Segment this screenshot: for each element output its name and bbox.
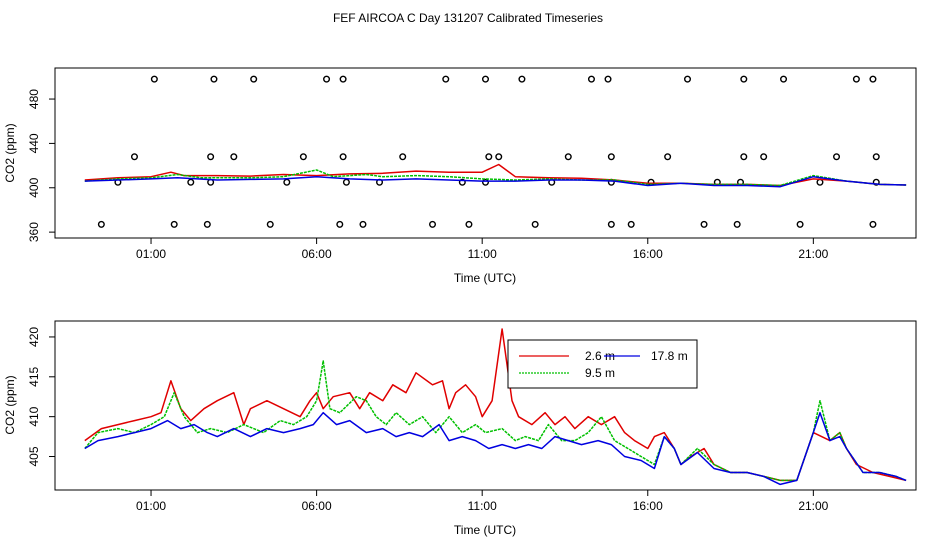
top-marker-point bbox=[740, 75, 748, 83]
bottom-x-tick-label: 21:00 bbox=[798, 499, 828, 513]
top-marker-point bbox=[684, 75, 692, 83]
bottom-y-tick-label: 415 bbox=[27, 366, 41, 386]
top-marker-point bbox=[283, 178, 291, 186]
top-y-ticks: 360 400 440 480 bbox=[27, 89, 55, 242]
top-marker-point bbox=[130, 153, 138, 161]
top-plot-frame bbox=[54, 67, 917, 239]
top-marker-point bbox=[203, 220, 211, 228]
bottom-x-axis-label: Time (UTC) bbox=[454, 523, 516, 537]
top-marker-point bbox=[760, 153, 768, 161]
bottom-series-lines bbox=[84, 328, 907, 486]
top-marker-point bbox=[339, 75, 347, 83]
top-marker-point bbox=[531, 220, 539, 228]
top-marker-point bbox=[627, 220, 635, 228]
top-marker-point bbox=[587, 75, 595, 83]
top-marker-point bbox=[482, 75, 490, 83]
top-x-ticks: 01:00 06:00 11:00 16:00 21:00 bbox=[136, 238, 829, 261]
legend: 2.6 m 9.5 m 17.8 m bbox=[507, 339, 698, 389]
top-marker-point bbox=[342, 178, 350, 186]
bottom-y-tick-label: 405 bbox=[27, 446, 41, 466]
top-marker-point bbox=[780, 75, 788, 83]
top-x-tick-label: 16:00 bbox=[633, 247, 663, 261]
bottom-y-axis-label: CO2 (ppm) bbox=[3, 375, 17, 434]
bottom-y-tick-label: 410 bbox=[27, 406, 41, 426]
top-marker-point bbox=[336, 220, 344, 228]
top-marker-point bbox=[872, 178, 880, 186]
top-marker-point bbox=[740, 153, 748, 161]
top-marker-point bbox=[485, 153, 493, 161]
legend-box bbox=[507, 339, 698, 389]
top-marker-point bbox=[607, 153, 615, 161]
top-y-axis-label: CO2 (ppm) bbox=[3, 123, 17, 182]
bottom-x-tick-label: 01:00 bbox=[136, 499, 166, 513]
top-marker-point bbox=[266, 220, 274, 228]
bottom-y-ticks: 405 410 415 420 bbox=[27, 327, 55, 467]
top-marker-point bbox=[796, 220, 804, 228]
top-x-tick-label: 21:00 bbox=[798, 247, 828, 261]
top-marker-point bbox=[150, 75, 158, 83]
top-marker-points bbox=[97, 75, 880, 228]
top-x-tick-label: 11:00 bbox=[468, 247, 497, 261]
bottom-series-line-17-8-m bbox=[84, 411, 907, 486]
top-x-tick-label: 06:00 bbox=[302, 247, 332, 261]
top-marker-point bbox=[700, 220, 708, 228]
top-marker-point bbox=[733, 220, 741, 228]
top-marker-point bbox=[230, 153, 238, 161]
top-marker-point bbox=[339, 153, 347, 161]
top-marker-point bbox=[323, 75, 331, 83]
top-marker-point bbox=[207, 153, 215, 161]
legend-label-2-6m: 2.6 m bbox=[585, 349, 615, 363]
top-marker-point bbox=[170, 220, 178, 228]
top-marker-point bbox=[495, 153, 503, 161]
top-marker-point bbox=[604, 75, 612, 83]
top-marker-point bbox=[564, 153, 572, 161]
top-marker-point bbox=[607, 220, 615, 228]
top-marker-point bbox=[852, 75, 860, 83]
top-y-tick-label: 480 bbox=[27, 89, 41, 109]
top-y-tick-label: 440 bbox=[27, 133, 41, 153]
bottom-plot-frame bbox=[54, 320, 917, 491]
top-marker-point bbox=[97, 220, 105, 228]
top-marker-point bbox=[429, 220, 437, 228]
top-x-axis-label: Time (UTC) bbox=[454, 271, 516, 285]
top-marker-point bbox=[187, 178, 195, 186]
top-series-lines bbox=[84, 163, 907, 188]
bottom-x-tick-label: 16:00 bbox=[633, 499, 663, 513]
top-marker-point bbox=[482, 178, 490, 186]
top-marker-point bbox=[518, 75, 526, 83]
top-marker-point bbox=[399, 153, 407, 161]
top-y-tick-label: 360 bbox=[27, 222, 41, 242]
top-y-tick-label: 400 bbox=[27, 177, 41, 197]
bottom-x-tick-label: 06:00 bbox=[302, 499, 332, 513]
top-marker-point bbox=[250, 75, 258, 83]
top-marker-point bbox=[816, 178, 824, 186]
top-marker-point bbox=[872, 153, 880, 161]
top-marker-point bbox=[869, 220, 877, 228]
top-marker-point bbox=[210, 75, 218, 83]
top-marker-point bbox=[869, 75, 877, 83]
bottom-x-ticks: 01:00 06:00 11:00 16:00 21:00 bbox=[136, 490, 829, 513]
bottom-x-tick-label: 11:00 bbox=[468, 499, 497, 513]
top-marker-point bbox=[442, 75, 450, 83]
top-x-tick-label: 01:00 bbox=[136, 247, 166, 261]
top-marker-point bbox=[458, 178, 466, 186]
bottom-y-tick-label: 420 bbox=[27, 327, 41, 347]
legend-label-9-5m: 9.5 m bbox=[585, 366, 615, 380]
legend-label-17-8m: 17.8 m bbox=[651, 349, 688, 363]
top-series-line-9-5-m bbox=[84, 169, 907, 187]
bottom-panel: Time (UTC) CO2 (ppm) 01:00 06:00 11:00 16:0… bbox=[3, 320, 917, 537]
chart-title: FEF AIRCOA C Day 131207 Calibrated Times… bbox=[333, 11, 603, 25]
top-marker-point bbox=[359, 220, 367, 228]
top-marker-point bbox=[465, 220, 473, 228]
bottom-series-line-2-6-m bbox=[84, 328, 907, 482]
top-series-line-17-8-m bbox=[84, 175, 907, 188]
top-marker-point bbox=[833, 153, 841, 161]
top-marker-point bbox=[664, 153, 672, 161]
top-marker-point bbox=[299, 153, 307, 161]
top-panel: Time (UTC) CO2 (ppm) 01:00 06:00 11:00 16:0… bbox=[3, 67, 917, 285]
